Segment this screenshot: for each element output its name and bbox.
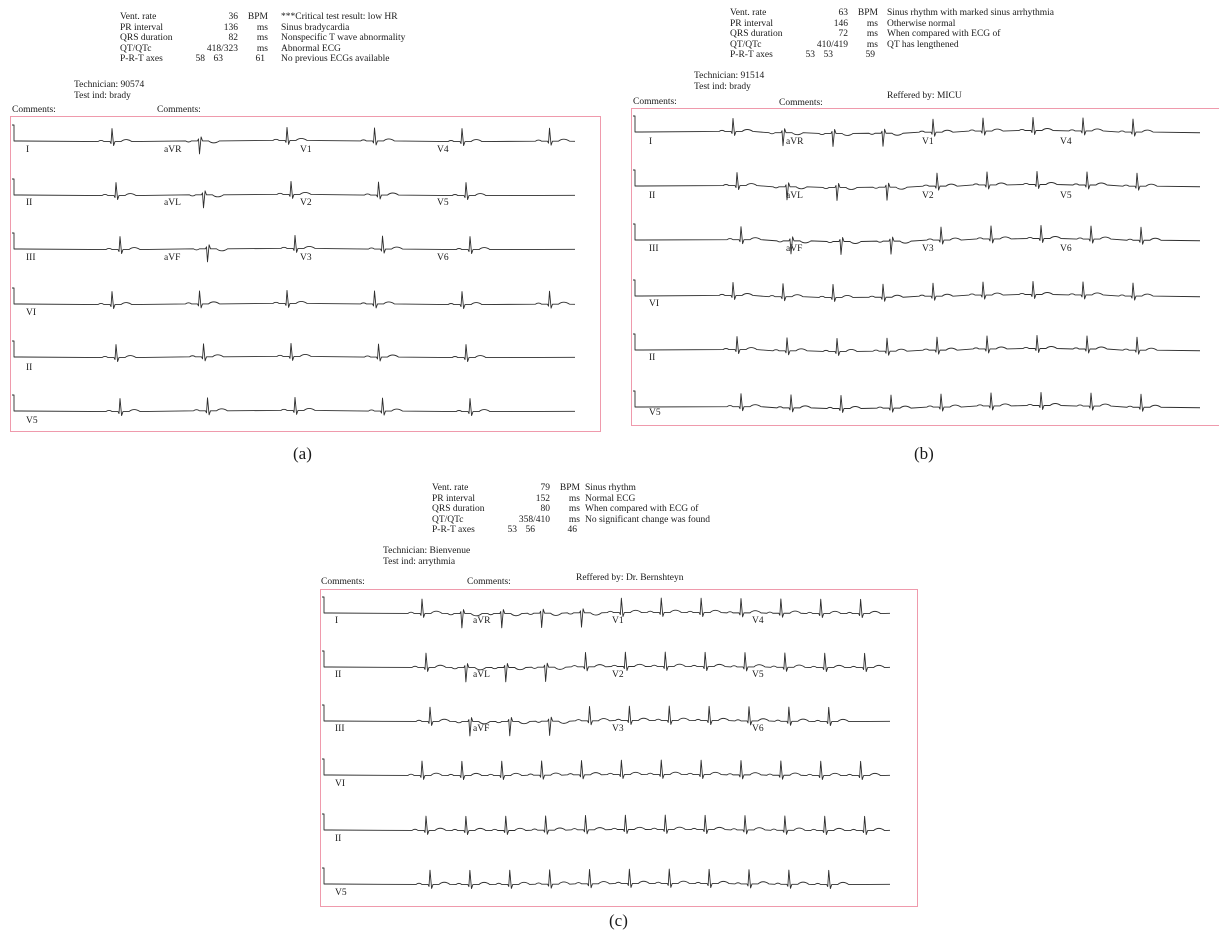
ecg-lead-trace <box>633 169 1201 201</box>
ecg-tracing <box>633 115 1201 413</box>
ecg-grid-frame <box>10 116 601 432</box>
lead-label-V6: V6 <box>752 724 764 734</box>
comments-label: Comments: <box>157 105 201 115</box>
lead-label-V5: V5 <box>26 416 38 426</box>
ecg-lead-trace <box>12 232 576 263</box>
lead-label-V3: V3 <box>300 253 312 263</box>
lead-label-II: II <box>335 670 342 680</box>
ecg-report-a: Vent. rate 36 BPM PR interval 136 ms QRS dur… <box>0 0 610 470</box>
lead-label-V6: V6 <box>437 253 449 263</box>
lead-label-II: II <box>335 834 342 844</box>
comments-label: Comments: <box>633 97 677 107</box>
lead-label-V4: V4 <box>1060 137 1072 147</box>
lead-label-V4: V4 <box>437 145 449 155</box>
measurements-table: Vent. rate 36 BPM PR interval 136 ms QRS dur… <box>120 12 268 65</box>
ecg-grid-frame <box>320 589 918 907</box>
lead-label-V3: V3 <box>922 244 934 254</box>
figure-caption: (c) <box>609 911 628 930</box>
ecg-report-c: Vent. rate 79 BPM PR interval 152 ms QRS dur… <box>0 470 1219 942</box>
ecg-report-b: Vent. rate 63 BPM PR interval 146 ms QRS dur… <box>0 0 1219 470</box>
ecg-lead-trace <box>322 704 891 737</box>
lead-label-aVF: aVF <box>473 724 490 734</box>
comments-label: Comments: <box>321 577 365 587</box>
lead-label-I: I <box>335 616 339 626</box>
figure-caption: (b) <box>914 444 934 463</box>
lead-label-II: II <box>649 353 656 363</box>
lead-label-aVF: aVF <box>164 253 181 263</box>
ecg-lead-trace <box>12 287 576 310</box>
referred-by: Reffered by: MICU <box>887 91 962 101</box>
lead-label-V4: V4 <box>752 616 764 626</box>
lead-label-aVL: aVL <box>164 198 181 208</box>
lead-label-aVR: aVR <box>786 137 804 147</box>
ecg-lead-trace <box>322 813 891 836</box>
technician-info: Technician: 90574 Test ind: brady <box>74 80 145 101</box>
lead-label-III: III <box>335 724 345 734</box>
lead-label-V5: V5 <box>335 888 347 898</box>
lead-label-V1: V1 <box>612 616 624 626</box>
measurements-table: Vent. rate 79 BPM PR interval 152 ms QRS dur… <box>432 483 580 536</box>
lead-label-aVF: aVF <box>786 244 803 254</box>
lead-label-II: II <box>26 198 33 208</box>
lead-label-V5: V5 <box>437 198 449 208</box>
lead-label-aVR: aVR <box>164 145 182 155</box>
technician-info: Technician: 91514 Test ind: brady <box>694 71 765 92</box>
comments-label: Comments: <box>779 98 823 108</box>
interpretation-text: Sinus rhythm Normal ECG When compared wi… <box>585 483 711 525</box>
lead-label-VI: VI <box>649 299 660 309</box>
lead-label-aVL: aVL <box>473 670 490 680</box>
lead-label-V1: V1 <box>300 145 312 155</box>
lead-label-I: I <box>649 137 653 147</box>
lead-label-aVR: aVR <box>473 616 491 626</box>
ecg-lead-trace <box>633 223 1201 255</box>
ecg-lead-trace <box>633 333 1201 356</box>
lead-label-V5: V5 <box>1060 191 1072 201</box>
lead-label-II: II <box>26 363 33 373</box>
lead-label-aVL: aVL <box>786 191 803 201</box>
comments-label: Comments: <box>12 105 56 115</box>
ecg-lead-trace <box>322 596 891 629</box>
lead-label-V3: V3 <box>612 724 624 734</box>
lead-label-VI: VI <box>26 308 37 318</box>
ecg-lead-trace <box>633 115 1201 147</box>
ecg-lead-trace <box>12 394 576 417</box>
lead-label-III: III <box>26 253 36 263</box>
ecg-lead-trace <box>12 340 576 363</box>
measurements-table: Vent. rate 63 BPM PR interval 146 ms QRS dur… <box>730 8 878 61</box>
ecg-lead-trace <box>322 867 891 890</box>
lead-label-V5: V5 <box>752 670 764 680</box>
lead-label-V2: V2 <box>300 198 312 208</box>
lead-label-V1: V1 <box>922 137 934 147</box>
ecg-lead-trace <box>322 758 891 781</box>
comments-label: Comments: <box>467 577 511 587</box>
ecg-lead-trace <box>633 279 1201 302</box>
lead-label-VI: VI <box>335 779 346 789</box>
ecg-lead-trace <box>12 124 576 155</box>
interpretation-text: Sinus rhythm with marked sinus arrhythmi… <box>887 8 1055 50</box>
figure-caption: (a) <box>293 444 312 463</box>
lead-label-V2: V2 <box>612 670 624 680</box>
lead-label-III: III <box>649 244 659 254</box>
lead-label-V2: V2 <box>922 191 934 201</box>
technician-info: Technician: Bienvenue Test ind: arrythmi… <box>383 546 471 567</box>
ecg-tracing <box>322 596 891 890</box>
interpretation-text: ***Critical test result: low HR Sinus br… <box>281 12 406 65</box>
referred-by: Reffered by: Dr. Bernshteyn <box>576 573 684 583</box>
lead-label-II: II <box>649 191 656 201</box>
lead-label-V6: V6 <box>1060 244 1072 254</box>
ecg-lead-trace <box>12 178 576 209</box>
lead-label-I: I <box>26 145 30 155</box>
ecg-grid-frame <box>631 108 1219 426</box>
ecg-lead-trace <box>322 650 891 683</box>
ecg-tracing <box>12 124 576 417</box>
lead-label-V5: V5 <box>649 408 661 418</box>
ecg-lead-trace <box>633 390 1201 413</box>
